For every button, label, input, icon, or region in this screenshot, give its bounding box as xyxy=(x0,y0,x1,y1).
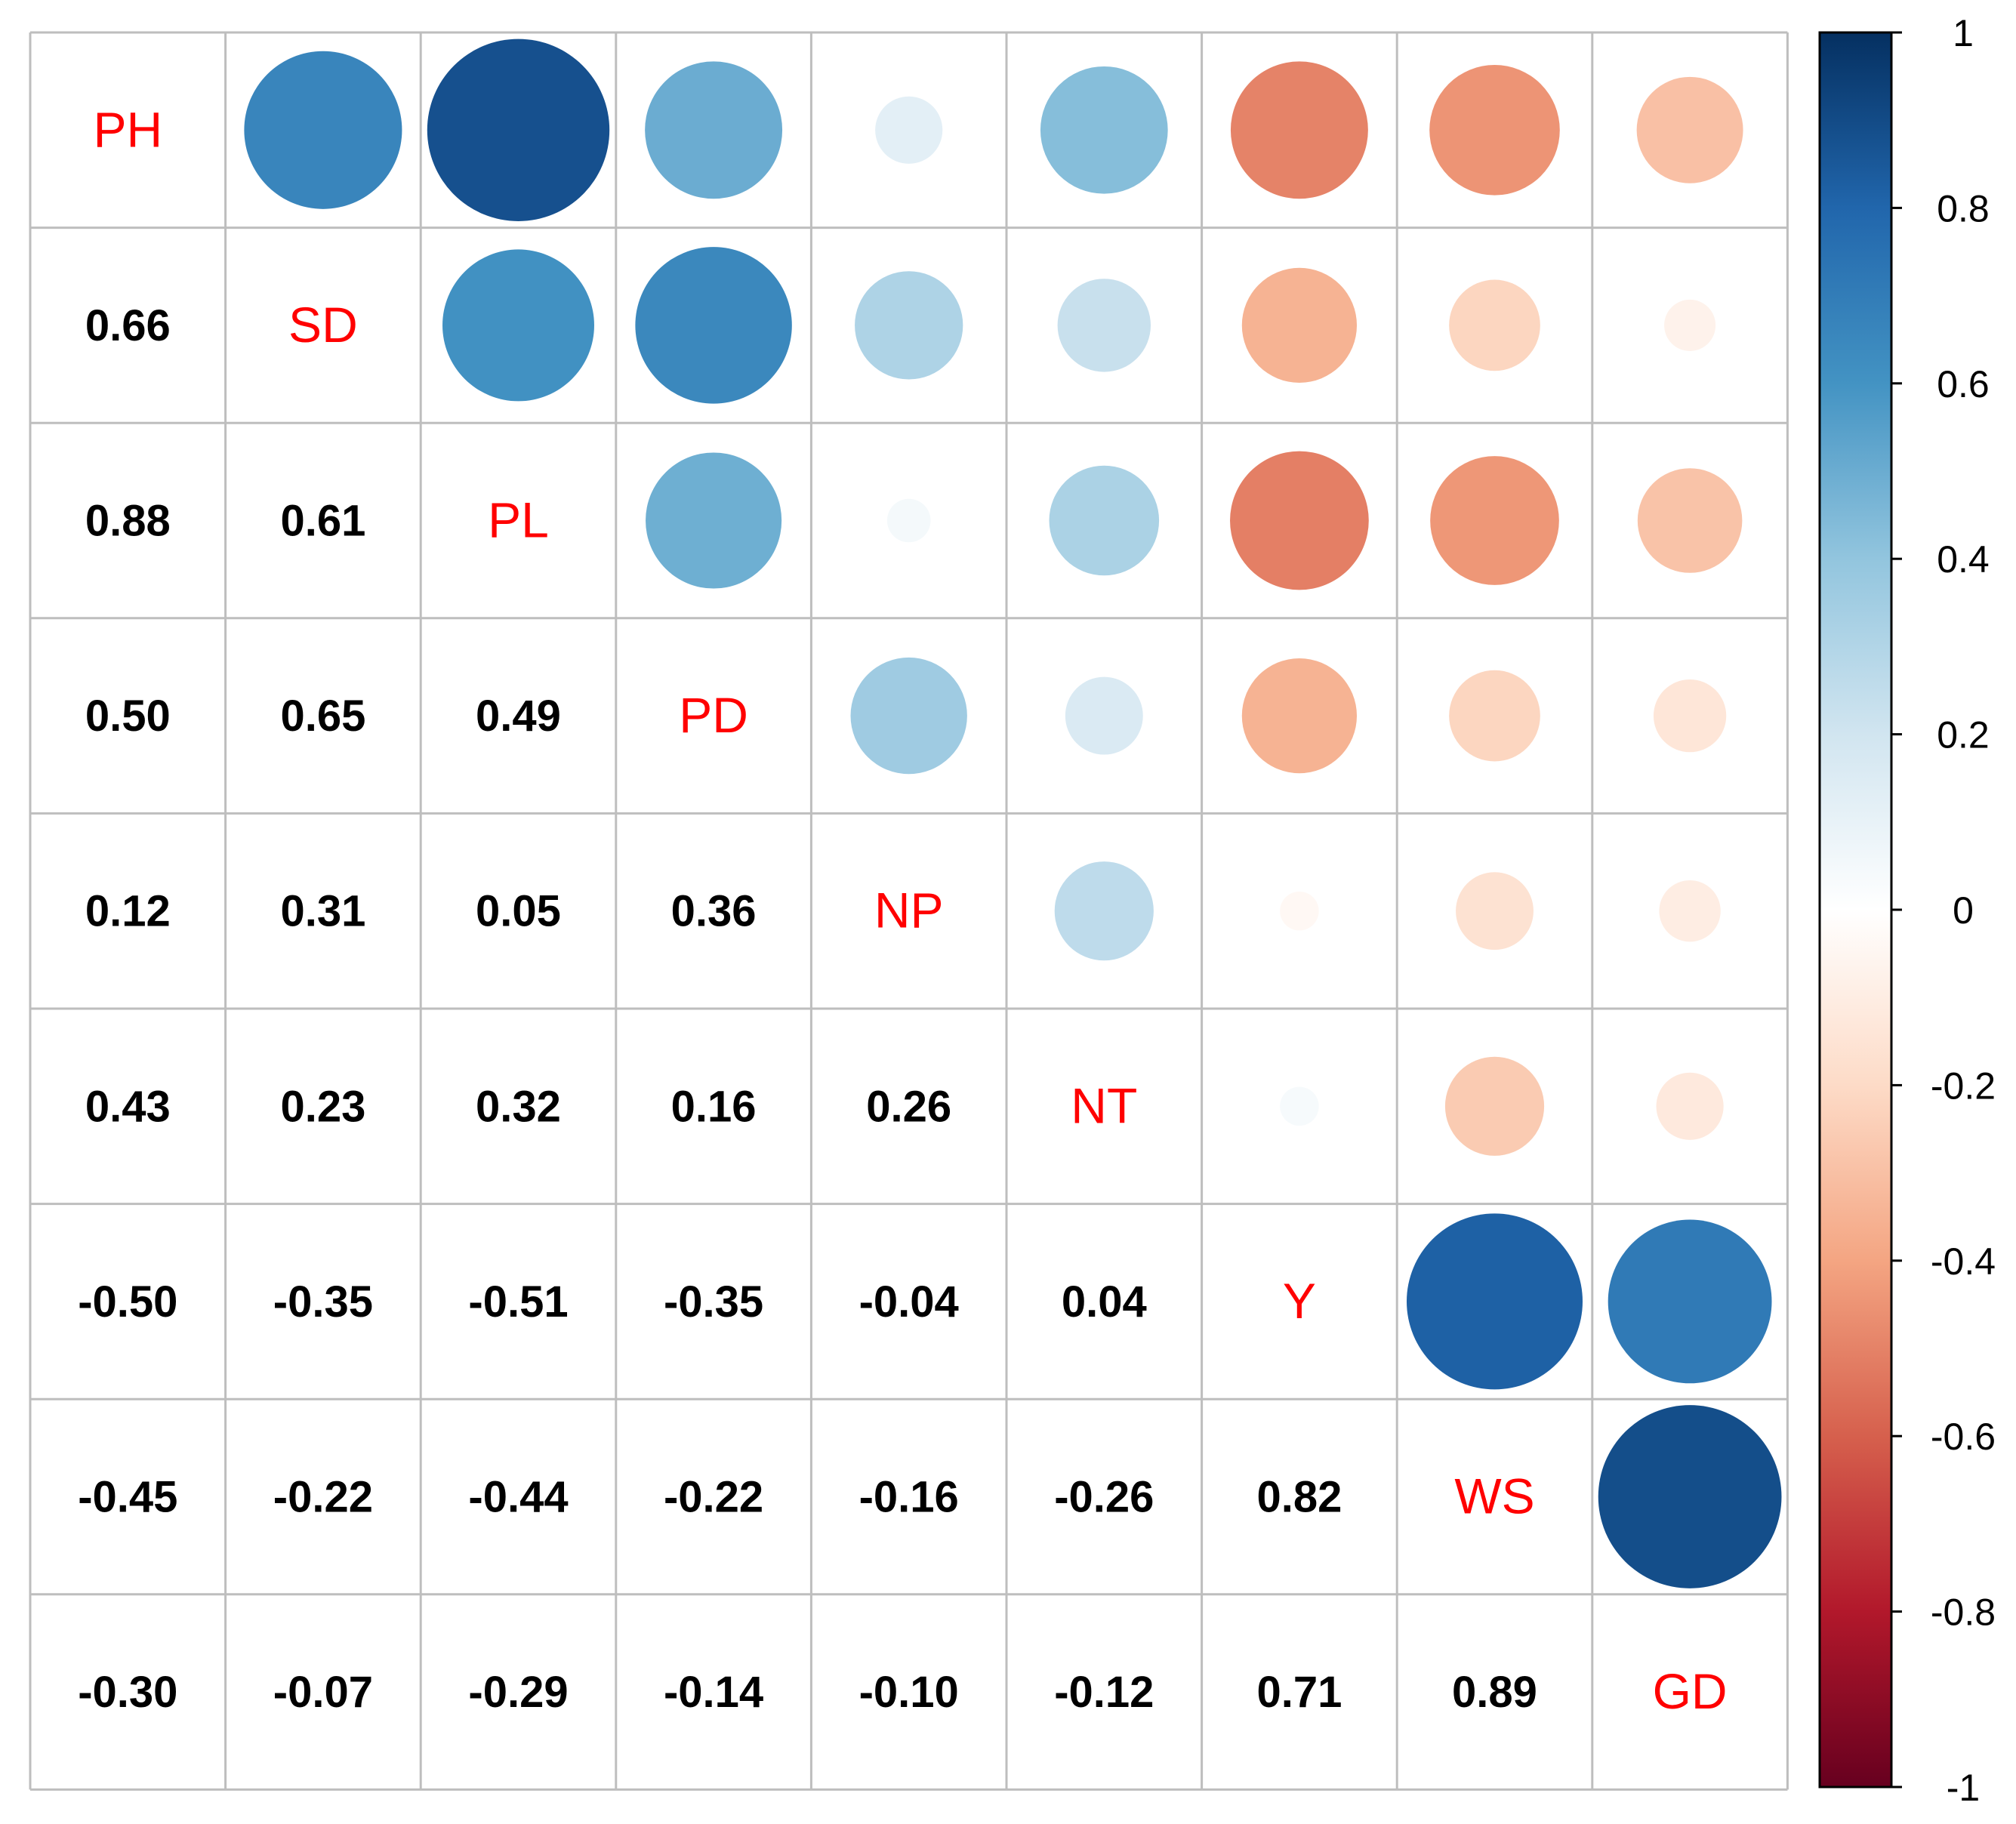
diag-label-np: NP xyxy=(874,883,944,938)
corr-value-gd-pl: -0.29 xyxy=(468,1668,568,1717)
matrix-cells: PH 0.66 SD 0.88 0.61 PL 0.50 0.65 0.49 PD 0.12 0.31… xyxy=(78,39,1782,1719)
corr-circle-ph-pd xyxy=(645,61,783,199)
corr-circle-sd-y xyxy=(1241,267,1358,384)
corr-circle-pd-np xyxy=(850,657,967,775)
corr-circle-pl-gd xyxy=(1637,468,1743,573)
diag-label-y: Y xyxy=(1283,1273,1316,1329)
corr-value-gd-np: -0.10 xyxy=(859,1668,959,1717)
corr-value-pd-pl: 0.49 xyxy=(476,692,561,741)
corr-circle-y-ws xyxy=(1407,1213,1583,1390)
colorbar: 1 0.8 0.6 0.4 0.2 0 -0.2 -0.4 -0.6 -0.8 -1 xyxy=(1818,12,1996,1809)
colorbar-tick-label: 1 xyxy=(1953,12,1974,54)
corr-value-y-np: -0.04 xyxy=(859,1277,959,1326)
corr-value-pd-sd: 0.65 xyxy=(280,692,365,741)
corr-value-nt-sd: 0.23 xyxy=(280,1082,365,1131)
corr-circle-pd-gd xyxy=(1653,679,1727,753)
corr-circle-pl-nt xyxy=(1049,465,1160,576)
corr-circle-sd-gd xyxy=(1664,299,1716,351)
colorbar-tick-label: 0 xyxy=(1953,889,1974,932)
colorbar-gradient xyxy=(1818,31,1893,1789)
corr-circle-ph-np xyxy=(875,96,943,164)
corr-circle-ph-nt xyxy=(1040,66,1168,194)
corr-circle-np-y xyxy=(1280,891,1319,931)
colorbar-tick-label: -0.4 xyxy=(1931,1240,1996,1283)
corr-value-nt-ph: 0.43 xyxy=(85,1082,171,1131)
corr-value-np-pl: 0.05 xyxy=(476,887,561,936)
corr-value-np-sd: 0.31 xyxy=(280,887,365,936)
corr-value-nt-np: 0.26 xyxy=(866,1082,951,1131)
corr-value-ws-np: -0.16 xyxy=(859,1473,959,1522)
colorbar-tick-label: 0.4 xyxy=(1937,538,1990,581)
corr-circle-pl-pd xyxy=(646,452,782,589)
corr-circle-pl-np xyxy=(886,498,931,543)
corr-circle-y-gd xyxy=(1608,1219,1772,1384)
corr-value-nt-pl: 0.32 xyxy=(476,1082,561,1131)
colorbar-tick-label: -0.2 xyxy=(1931,1065,1996,1107)
colorbar-tick-label: 0.6 xyxy=(1937,363,1990,405)
diag-label-sd: SD xyxy=(288,297,358,353)
corr-value-y-nt: 0.04 xyxy=(1062,1277,1147,1326)
corr-value-gd-nt: -0.12 xyxy=(1054,1668,1154,1717)
colorbar-tick-label: -0.6 xyxy=(1931,1416,1996,1458)
corr-circle-sd-nt xyxy=(1057,279,1151,372)
corr-value-gd-sd: -0.07 xyxy=(273,1668,373,1717)
corr-value-y-pd: -0.35 xyxy=(664,1277,763,1326)
corr-value-ws-y: 0.82 xyxy=(1256,1473,1342,1522)
corr-circle-ph-pl xyxy=(427,39,610,221)
corr-value-gd-ph: -0.30 xyxy=(78,1668,177,1717)
corr-value-pd-ph: 0.50 xyxy=(85,692,171,741)
corr-circle-pl-y xyxy=(1230,451,1369,590)
corr-circle-nt-gd xyxy=(1656,1072,1724,1140)
corr-value-nt-pd: 0.16 xyxy=(671,1082,757,1131)
corr-circle-nt-y xyxy=(1280,1086,1319,1126)
corr-value-np-pd: 0.36 xyxy=(671,887,757,936)
diag-label-gd: GD xyxy=(1653,1663,1728,1719)
corr-circle-np-gd xyxy=(1659,880,1721,942)
corr-value-ws-pd: -0.22 xyxy=(664,1473,763,1522)
corr-value-y-ph: -0.50 xyxy=(78,1277,177,1326)
corr-value-ws-pl: -0.44 xyxy=(468,1473,568,1522)
corr-circle-np-ws xyxy=(1456,872,1534,951)
diag-label-ph: PH xyxy=(93,101,162,157)
corr-circle-pd-y xyxy=(1241,658,1358,774)
corr-value-gd-ws: 0.89 xyxy=(1452,1668,1537,1717)
colorbar-tick-label: -0.8 xyxy=(1931,1591,1996,1634)
corr-value-y-sd: -0.35 xyxy=(273,1277,373,1326)
corr-value-pl-ph: 0.88 xyxy=(85,497,171,546)
corr-circle-ph-ws xyxy=(1429,65,1560,196)
corr-circle-pd-nt xyxy=(1065,676,1143,755)
corr-circle-sd-ws xyxy=(1449,279,1540,371)
corr-circle-ph-gd xyxy=(1636,76,1743,183)
corr-circle-pd-ws xyxy=(1449,670,1540,762)
corr-circle-pl-ws xyxy=(1430,456,1559,585)
corr-circle-sd-pl xyxy=(442,249,594,402)
corr-circle-ph-y xyxy=(1230,61,1368,199)
corr-circle-np-nt xyxy=(1054,861,1154,961)
corr-value-y-pl: -0.51 xyxy=(468,1277,568,1326)
corr-circle-sd-pd xyxy=(635,247,792,404)
diag-label-pd: PD xyxy=(679,687,748,743)
corr-circle-nt-ws xyxy=(1444,1056,1545,1156)
corr-value-gd-y: 0.71 xyxy=(1256,1668,1342,1717)
diag-label-nt: NT xyxy=(1071,1077,1137,1133)
corr-value-ws-nt: -0.26 xyxy=(1054,1473,1154,1522)
corr-circle-sd-np xyxy=(855,271,963,380)
corr-value-sd-ph: 0.66 xyxy=(85,301,171,350)
diag-label-ws: WS xyxy=(1454,1468,1534,1524)
diag-label-pl: PL xyxy=(488,492,549,548)
corr-circle-ws-gd xyxy=(1598,1405,1782,1588)
corr-circle-ph-sd xyxy=(244,51,402,209)
corr-value-ws-ph: -0.45 xyxy=(78,1473,177,1522)
colorbar-tick-label: 0.2 xyxy=(1937,714,1990,756)
corr-value-np-ph: 0.12 xyxy=(85,887,171,936)
corr-value-pl-sd: 0.61 xyxy=(280,497,365,546)
corr-value-ws-sd: -0.22 xyxy=(273,1473,373,1522)
corr-value-gd-pd: -0.14 xyxy=(664,1668,763,1717)
matrix-grid xyxy=(29,31,1789,1791)
colorbar-tick-label: -1 xyxy=(1947,1767,1980,1809)
colorbar-tick-label: 0.8 xyxy=(1937,187,1990,230)
